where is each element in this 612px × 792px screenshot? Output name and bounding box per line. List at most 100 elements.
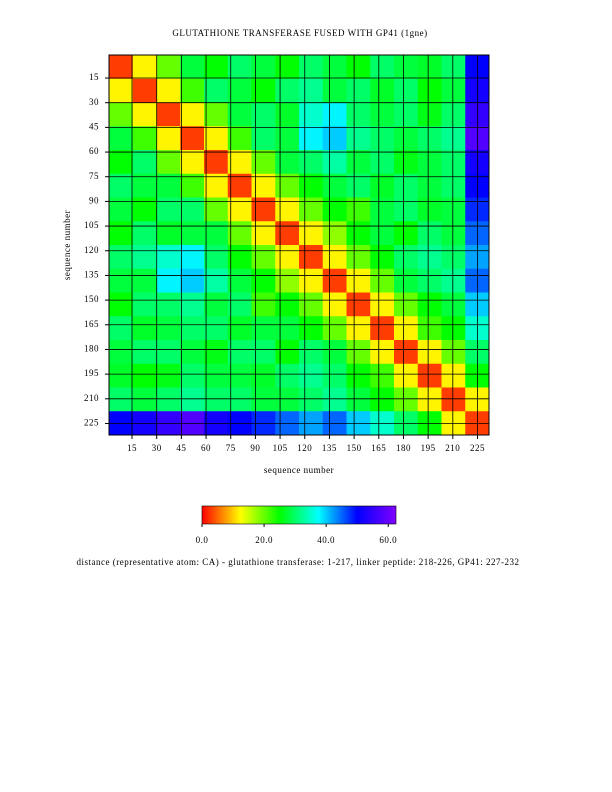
heatmap-cell bbox=[156, 55, 181, 80]
heatmap-cell bbox=[394, 268, 419, 293]
x-tick-label: 180 bbox=[396, 443, 411, 453]
heatmap-cell bbox=[417, 268, 442, 293]
heatmap-cell bbox=[370, 387, 395, 412]
heatmap-cell bbox=[227, 340, 252, 365]
colorbar-tick-label: 60.0 bbox=[379, 535, 397, 545]
heatmap-cell bbox=[417, 173, 442, 198]
heatmap-cell bbox=[299, 292, 324, 317]
heatmap-cell bbox=[227, 102, 252, 127]
heatmap-cell bbox=[180, 221, 205, 246]
y-tick-label: 15 bbox=[89, 72, 99, 82]
heatmap-cell bbox=[346, 292, 371, 317]
heatmap-cell bbox=[180, 340, 205, 365]
heatmap-cell bbox=[132, 245, 157, 270]
heatmap-cell bbox=[204, 387, 229, 412]
heatmap-cell bbox=[417, 363, 442, 388]
heatmap-cell bbox=[227, 292, 252, 317]
heatmap-cell bbox=[132, 102, 157, 127]
heatmap-cell bbox=[441, 126, 466, 151]
heatmap-cell bbox=[322, 245, 347, 270]
heatmap-cell bbox=[370, 221, 395, 246]
heatmap-cell bbox=[156, 292, 181, 317]
heatmap-cell bbox=[109, 150, 134, 175]
heatmap-cell bbox=[299, 150, 324, 175]
heatmap-cell bbox=[370, 173, 395, 198]
heatmap-cell bbox=[132, 268, 157, 293]
heatmap-cell bbox=[417, 78, 442, 103]
heatmap-cell bbox=[132, 173, 157, 198]
heatmap-cell bbox=[370, 78, 395, 103]
heatmap-cell bbox=[394, 245, 419, 270]
x-tick-label: 15 bbox=[127, 443, 137, 453]
heatmap-cell bbox=[441, 78, 466, 103]
heatmap-cell bbox=[299, 316, 324, 341]
heatmap-cell bbox=[441, 150, 466, 175]
y-axis-label: sequence number bbox=[62, 210, 72, 280]
colorbar bbox=[201, 505, 397, 525]
heatmap-cell bbox=[299, 340, 324, 365]
heatmap-cell bbox=[346, 78, 371, 103]
x-tick-label: 75 bbox=[226, 443, 236, 453]
x-tick-label: 105 bbox=[273, 443, 288, 453]
heatmap-cell bbox=[132, 363, 157, 388]
heatmap-cell bbox=[156, 363, 181, 388]
heatmap-cell bbox=[132, 292, 157, 317]
heatmap-cell bbox=[299, 126, 324, 151]
heatmap-cell bbox=[417, 245, 442, 270]
x-tick-label: 165 bbox=[371, 443, 386, 453]
x-tick-label: 60 bbox=[201, 443, 211, 453]
heatmap-cell bbox=[109, 363, 134, 388]
heatmap-cell bbox=[275, 102, 300, 127]
y-tick-label: 75 bbox=[89, 171, 99, 181]
x-tick-label: 210 bbox=[445, 443, 460, 453]
y-tick-label: 165 bbox=[84, 319, 99, 329]
heatmap-cell bbox=[322, 387, 347, 412]
heatmap-cell bbox=[227, 173, 252, 198]
heatmap-cell bbox=[299, 268, 324, 293]
heatmap-cell bbox=[204, 102, 229, 127]
y-tick-label: 105 bbox=[84, 220, 99, 230]
heatmap-cell bbox=[299, 387, 324, 412]
heatmap-cell bbox=[227, 268, 252, 293]
heatmap-cell bbox=[227, 387, 252, 412]
heatmap-cell bbox=[370, 340, 395, 365]
heatmap-cell bbox=[394, 78, 419, 103]
heatmap-cell bbox=[227, 55, 252, 80]
heatmap-cell bbox=[441, 387, 466, 412]
heatmap-cell bbox=[156, 126, 181, 151]
heatmap-cell bbox=[227, 150, 252, 175]
heatmap-cell bbox=[109, 292, 134, 317]
heatmap-cell bbox=[180, 268, 205, 293]
x-tick-label: 195 bbox=[421, 443, 436, 453]
heatmap-cell bbox=[275, 55, 300, 80]
heatmap-cell bbox=[275, 245, 300, 270]
heatmap-cell bbox=[204, 268, 229, 293]
heatmap-cell bbox=[370, 292, 395, 317]
heatmap-cell bbox=[394, 387, 419, 412]
heatmap-cell bbox=[346, 387, 371, 412]
heatmap-cell bbox=[394, 363, 419, 388]
heatmap-cell bbox=[275, 268, 300, 293]
heatmap-cell bbox=[322, 268, 347, 293]
heatmap-cell bbox=[180, 316, 205, 341]
heatmap-cell bbox=[417, 340, 442, 365]
heatmap-cell bbox=[180, 150, 205, 175]
heatmap-cell bbox=[180, 292, 205, 317]
heatmap-cell bbox=[299, 78, 324, 103]
heatmap-cell bbox=[322, 102, 347, 127]
heatmap-cell bbox=[132, 126, 157, 151]
heatmap-cell bbox=[370, 150, 395, 175]
heatmap-cell bbox=[394, 173, 419, 198]
heatmap-cell bbox=[299, 55, 324, 80]
heatmap-cell bbox=[346, 268, 371, 293]
x-tick-label: 45 bbox=[176, 443, 186, 453]
heatmap-cell bbox=[394, 340, 419, 365]
heatmap-cell bbox=[109, 340, 134, 365]
heatmap-cell bbox=[204, 78, 229, 103]
heatmap-cell bbox=[370, 102, 395, 127]
heatmap-cell bbox=[109, 78, 134, 103]
heatmap-cell bbox=[204, 221, 229, 246]
heatmap-cell bbox=[180, 363, 205, 388]
heatmap-cell bbox=[299, 245, 324, 270]
heatmap-cell bbox=[132, 340, 157, 365]
